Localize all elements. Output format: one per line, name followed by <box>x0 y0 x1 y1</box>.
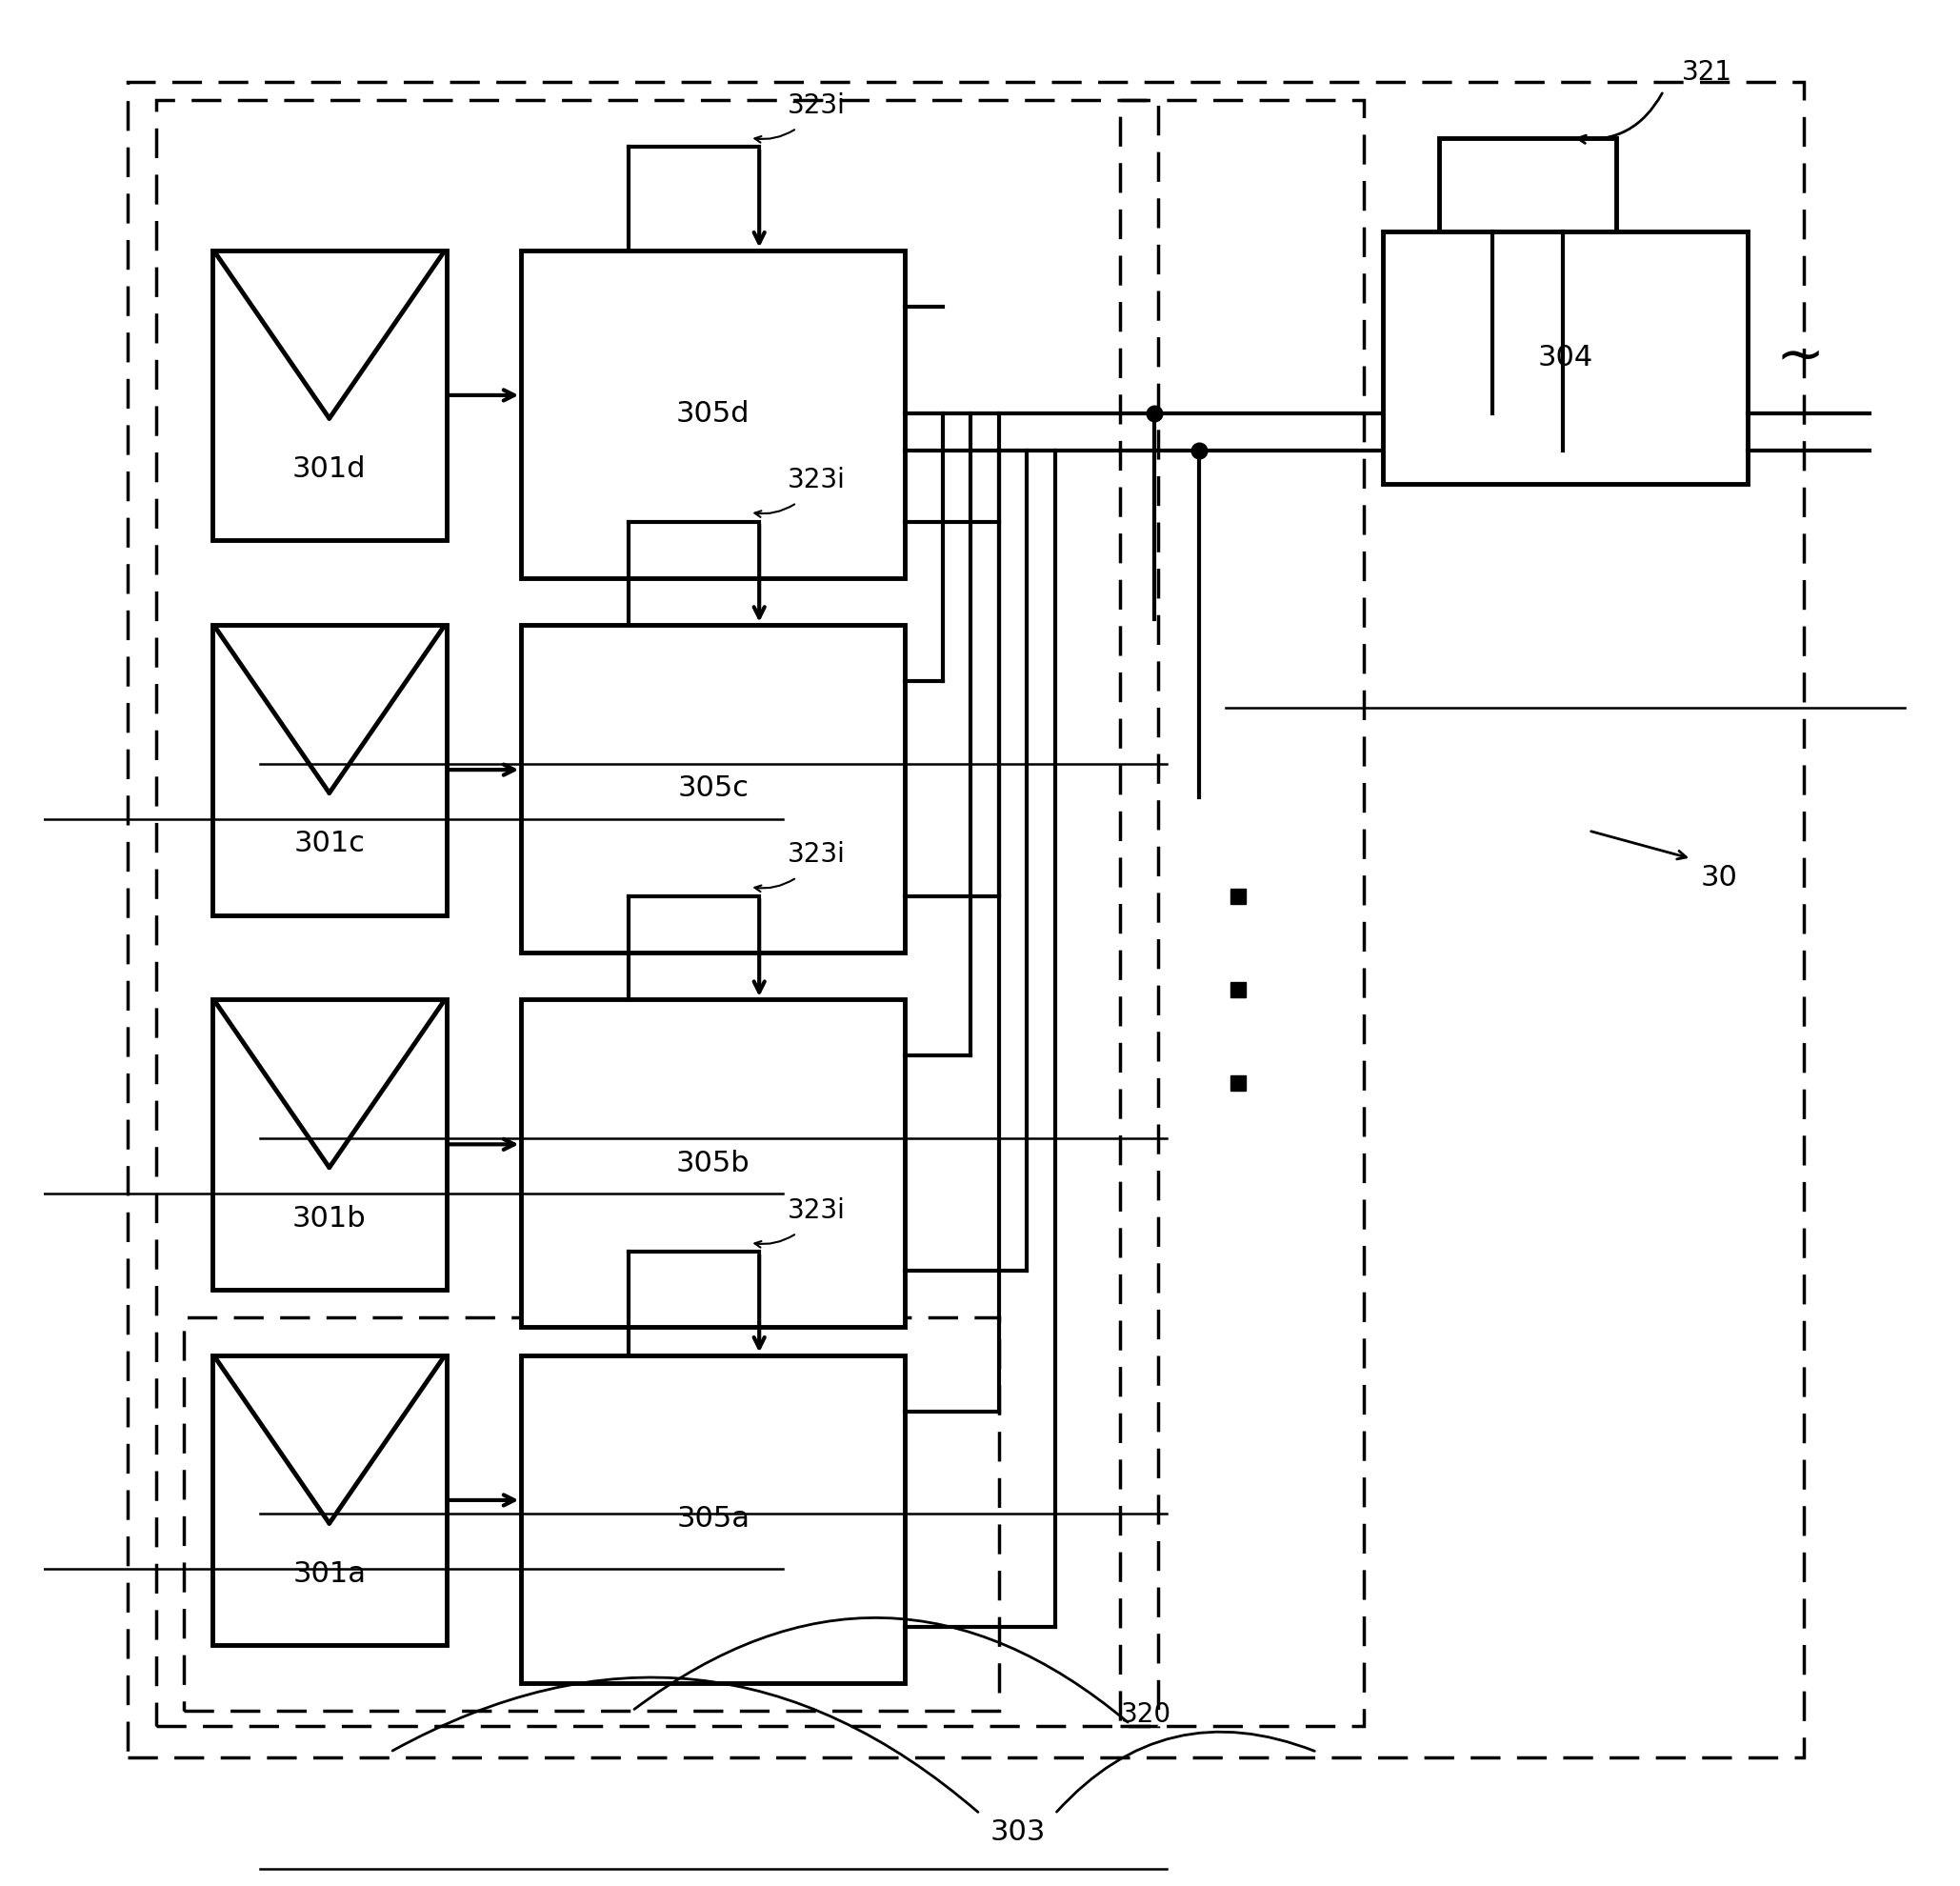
Text: 301c: 301c <box>294 830 365 858</box>
Bar <box>127 81 1803 1758</box>
Text: 320: 320 <box>1121 1701 1170 1728</box>
Text: 321: 321 <box>1682 58 1733 85</box>
Bar <box>521 1000 906 1328</box>
Text: 301a: 301a <box>292 1560 367 1588</box>
Bar <box>1382 232 1748 485</box>
Text: 305d: 305d <box>676 400 751 428</box>
Text: 305c: 305c <box>678 775 749 802</box>
Bar <box>212 1354 447 1645</box>
Text: 30: 30 <box>1701 864 1739 892</box>
Text: ~: ~ <box>1776 330 1825 387</box>
Bar <box>521 1354 906 1682</box>
Text: 305b: 305b <box>676 1149 751 1177</box>
Text: 304: 304 <box>1537 343 1593 372</box>
Text: 303: 303 <box>990 1818 1045 1846</box>
Bar <box>1121 100 1364 1726</box>
Bar <box>212 624 447 915</box>
Text: 323i: 323i <box>788 92 845 119</box>
Bar <box>212 1000 447 1290</box>
Bar <box>184 1318 1000 1711</box>
Text: 301b: 301b <box>292 1205 367 1232</box>
Bar <box>157 100 1158 1726</box>
Bar <box>1439 138 1617 232</box>
Bar <box>521 251 906 577</box>
Bar <box>212 251 447 541</box>
Text: 323i: 323i <box>788 841 845 868</box>
Text: 301d: 301d <box>292 455 367 483</box>
Bar <box>521 624 906 952</box>
Text: 323i: 323i <box>788 1198 845 1224</box>
Text: 305a: 305a <box>676 1505 751 1533</box>
Text: 323i: 323i <box>788 468 845 494</box>
